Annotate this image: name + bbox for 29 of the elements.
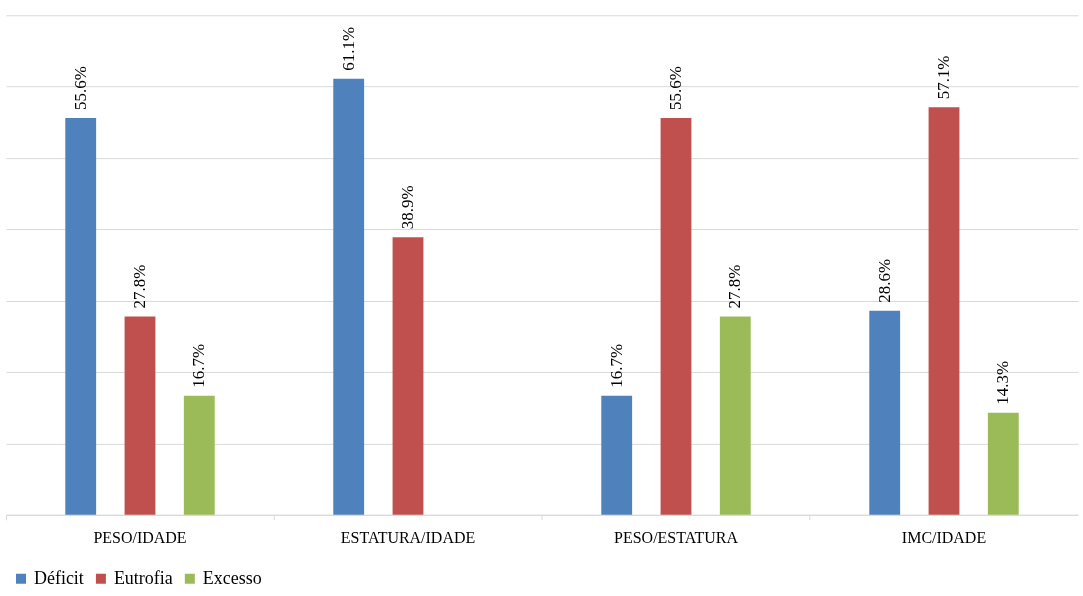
data-label: 16.7% [606, 343, 626, 388]
data-label: 55.6% [666, 66, 685, 111]
legend-label: Déficit [33, 567, 84, 588]
data-label: 28.6% [874, 258, 894, 303]
data-label: 57.1% [934, 55, 953, 100]
data-label: 14.3% [993, 360, 1013, 405]
bar [183, 395, 215, 515]
x-tick-label: PESO/ESTATURA [614, 529, 739, 547]
bar [333, 78, 365, 515]
bar [719, 316, 751, 515]
data-label: 16.7% [189, 343, 209, 388]
data-label: 27.8% [129, 264, 149, 309]
data-label: 27.8% [725, 264, 745, 309]
bar [392, 237, 424, 515]
bar [869, 310, 901, 515]
legend-label: Excesso [202, 567, 262, 588]
x-tick-label: IMC/IDADE [901, 529, 987, 547]
x-tick-label: PESO/IDADE [93, 529, 187, 547]
bar [124, 316, 156, 515]
data-label: 38.9% [397, 185, 417, 230]
bar [65, 118, 97, 515]
bar [660, 118, 692, 515]
legend-label: Eutrofia [113, 567, 173, 588]
data-label: 55.6% [70, 66, 90, 111]
data-label: 61.1% [338, 26, 358, 71]
bar [601, 395, 633, 515]
bar [928, 107, 960, 515]
bar [987, 412, 1019, 515]
x-tick-label: ESTATURA/IDADE [340, 529, 476, 547]
